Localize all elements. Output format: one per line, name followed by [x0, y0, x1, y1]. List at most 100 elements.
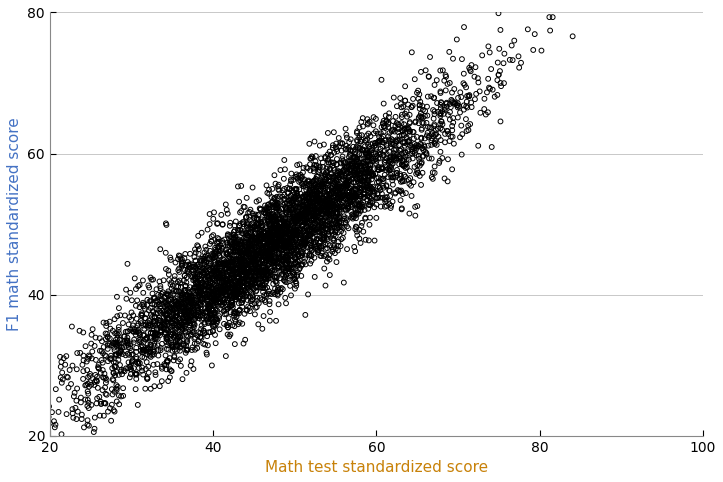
Point [160, 249, 171, 256]
Point [178, 297, 189, 305]
Point [529, 30, 541, 38]
Point [268, 213, 279, 221]
Point [385, 137, 396, 145]
Point [319, 220, 330, 228]
Point [312, 208, 323, 216]
Point [273, 224, 284, 231]
Point [221, 250, 232, 258]
Point [390, 137, 402, 145]
Point [354, 191, 365, 199]
Point [513, 53, 524, 60]
Point [332, 167, 343, 175]
Point [322, 225, 333, 233]
Point [313, 194, 325, 201]
Point [289, 213, 301, 221]
Point [285, 192, 296, 200]
Point [273, 259, 285, 267]
Point [296, 193, 308, 201]
Point [385, 165, 397, 173]
Point [310, 214, 322, 222]
Point [361, 165, 372, 173]
Point [183, 288, 194, 296]
Point [411, 170, 422, 178]
Point [445, 96, 457, 104]
Point [150, 285, 162, 293]
Point [147, 276, 159, 283]
Point [454, 108, 466, 116]
Point [225, 331, 236, 338]
Point [208, 269, 219, 277]
Point [377, 177, 389, 185]
Point [100, 400, 111, 407]
Point [312, 189, 323, 197]
Point [128, 339, 140, 347]
Point [224, 267, 236, 275]
Point [165, 256, 176, 264]
Point [309, 241, 320, 248]
Point [212, 290, 223, 297]
Point [332, 171, 343, 179]
Point [283, 225, 295, 233]
Point [247, 257, 259, 265]
Point [137, 348, 148, 356]
Point [296, 201, 308, 209]
Point [275, 244, 286, 252]
Point [241, 307, 252, 314]
Point [202, 287, 214, 295]
Point [300, 193, 312, 201]
Point [257, 284, 268, 292]
Point [260, 242, 272, 250]
Point [340, 205, 351, 213]
Point [346, 203, 358, 211]
Point [405, 182, 416, 189]
Point [311, 173, 322, 180]
Point [124, 374, 136, 381]
Point [219, 282, 231, 290]
Point [215, 282, 226, 290]
Point [322, 177, 334, 185]
Point [458, 80, 469, 87]
Point [262, 243, 274, 251]
Point [348, 160, 360, 167]
Point [435, 136, 447, 144]
Point [213, 286, 225, 294]
Point [322, 155, 334, 163]
Point [204, 276, 215, 284]
Point [236, 241, 247, 249]
Point [176, 260, 188, 268]
Point [323, 213, 335, 221]
Point [120, 328, 132, 335]
Point [268, 228, 280, 236]
Point [307, 182, 319, 189]
Point [246, 265, 257, 273]
Point [356, 185, 367, 192]
Point [172, 309, 184, 317]
Point [302, 291, 314, 298]
Point [289, 285, 301, 293]
Point [294, 229, 306, 237]
Point [239, 256, 250, 264]
Point [354, 132, 365, 139]
Point [165, 333, 176, 341]
Point [131, 371, 142, 378]
Point [388, 149, 399, 157]
Point [358, 190, 369, 198]
Point [242, 303, 254, 310]
Point [367, 197, 378, 205]
Point [195, 296, 207, 304]
Point [208, 318, 219, 326]
Point [230, 236, 241, 243]
Point [156, 340, 168, 348]
Point [299, 212, 310, 220]
Point [296, 180, 308, 188]
Point [333, 189, 345, 197]
Point [356, 202, 367, 210]
Point [265, 251, 276, 259]
Point [278, 239, 289, 246]
Point [364, 143, 375, 150]
Point [388, 153, 400, 161]
Point [155, 344, 166, 352]
Point [54, 446, 65, 454]
Point [222, 284, 234, 292]
Point [222, 305, 234, 313]
